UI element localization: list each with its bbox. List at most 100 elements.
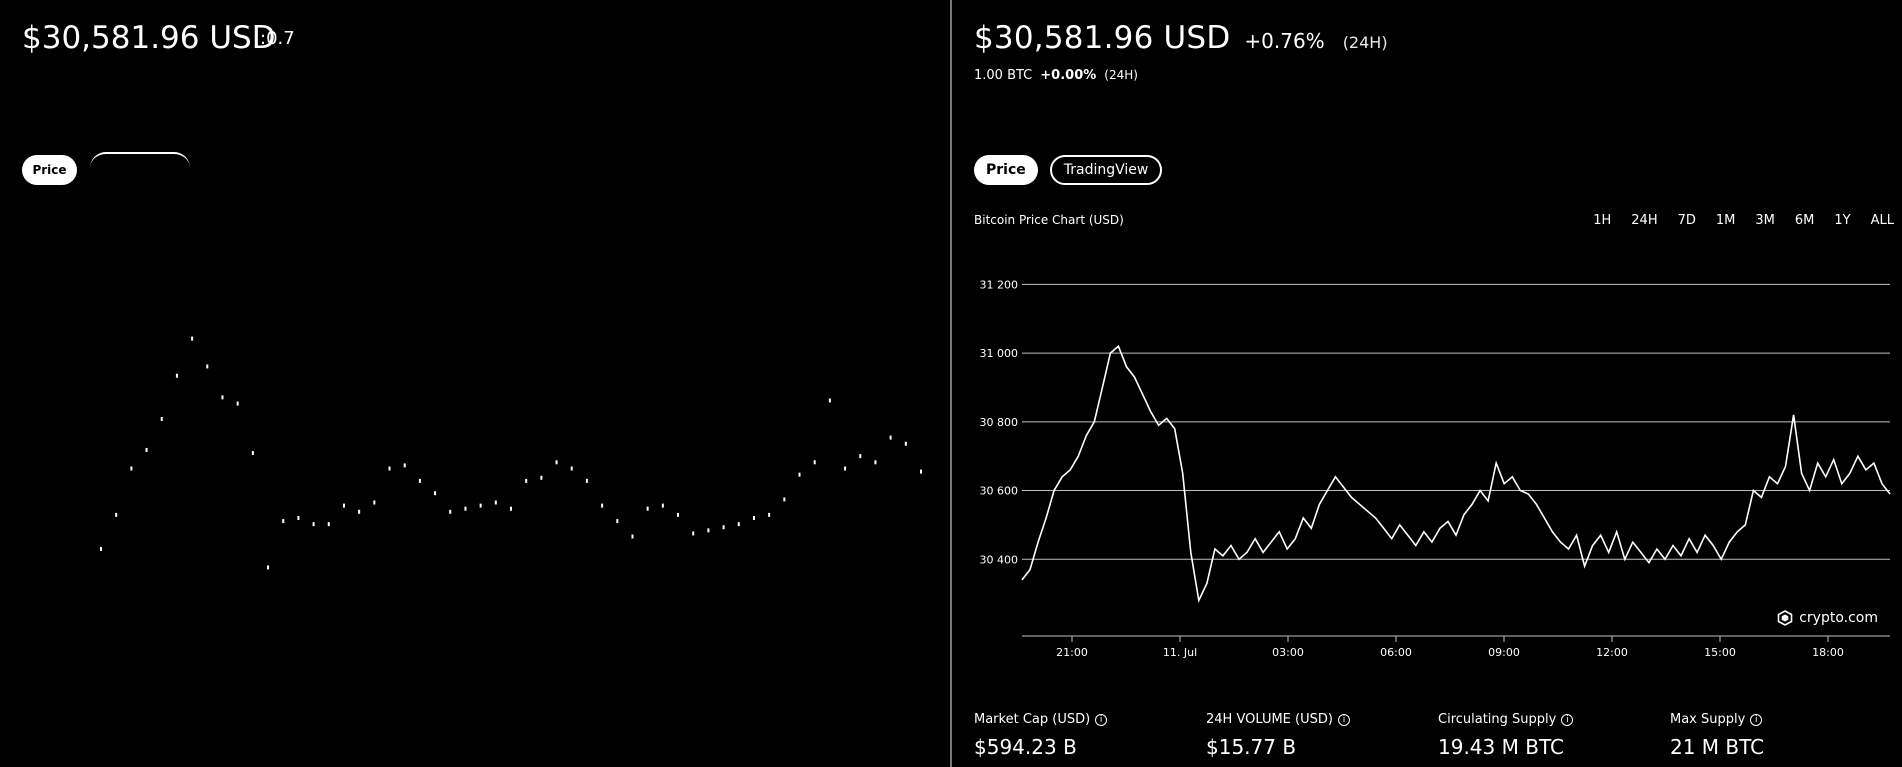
watermark: crypto.com <box>1777 610 1878 626</box>
range-24h[interactable]: 24H <box>1631 213 1658 228</box>
stat-label: Market Cap (USD) <box>974 712 1091 727</box>
stat-max-supply: Max Supply i 21 M BTC <box>1670 712 1902 759</box>
ghost-dot <box>859 454 862 459</box>
ghost-dot <box>904 441 907 446</box>
ghost-dot <box>464 506 467 511</box>
range-1y[interactable]: 1Y <box>1834 213 1851 228</box>
range-all[interactable]: ALL <box>1870 213 1894 228</box>
ghost-dot <box>798 472 801 477</box>
ghost-dot <box>479 503 482 508</box>
ghost-dot <box>403 463 406 468</box>
ghost-dot <box>722 525 725 530</box>
stats-row: Market Cap (USD) i $594.23 B 24H VOLUME (… <box>974 712 1902 759</box>
ghost-dot <box>844 466 847 471</box>
stat-market-cap: Market Cap (USD) i $594.23 B <box>974 712 1206 759</box>
ghost-dot <box>449 509 452 514</box>
y-tick-label: 31 000 <box>980 347 1019 360</box>
ghost-dot <box>115 512 118 517</box>
info-icon[interactable]: i <box>1561 713 1574 726</box>
btc-period: (24H) <box>1104 68 1138 82</box>
x-tick-label: 11. Jul <box>1163 646 1197 659</box>
ghost-dot <box>175 373 178 378</box>
ghost-dot <box>494 500 497 505</box>
ghost-dot <box>510 506 512 511</box>
ghost-dot <box>327 522 330 527</box>
ghost-dot <box>752 515 755 520</box>
ghost-dot <box>418 478 421 483</box>
ghost-price-change: :0.7 <box>260 28 295 49</box>
tab-price[interactable]: Price <box>974 155 1038 185</box>
ghost-dot <box>783 497 786 502</box>
ghost-dot <box>358 509 361 514</box>
series-line <box>1021 344 1891 604</box>
ghost-dot <box>145 447 148 452</box>
stat-label: Circulating Supply <box>1438 712 1557 727</box>
pane-divider <box>950 0 952 767</box>
x-tick-label: 06:00 <box>1380 646 1412 659</box>
x-tick-label: 09:00 <box>1488 646 1520 659</box>
info-icon[interactable]: i <box>1095 713 1108 726</box>
x-tick-label: 21:00 <box>1056 646 1088 659</box>
right-pane: $30,581.96 USD +0.76% (24H) 1.00 BTC +0.… <box>952 0 1902 767</box>
ghost-dot <box>312 522 315 527</box>
btc-change: +0.00% <box>1040 68 1097 83</box>
ghost-dot <box>570 466 573 471</box>
ghost-dot <box>373 500 376 505</box>
ghost-dot <box>342 503 345 508</box>
ghost-dot <box>631 534 634 539</box>
ghost-dot <box>707 528 710 533</box>
ghost-dot <box>297 515 300 520</box>
ghost-dot <box>267 565 270 570</box>
info-icon[interactable]: i <box>1750 713 1763 726</box>
stat-value: $594.23 B <box>974 735 1077 759</box>
ghost-dot <box>160 417 163 422</box>
tab-tradingview[interactable]: TradingView <box>1049 155 1163 185</box>
stat-value: 21 M BTC <box>1670 735 1765 759</box>
ghost-dot <box>889 435 892 440</box>
ghost-dot <box>388 466 391 471</box>
ghost-dot <box>100 546 102 551</box>
y-tick-label: 31 200 <box>980 278 1019 291</box>
ghost-dot <box>206 364 209 369</box>
range-6m[interactable]: 6M <box>1794 213 1815 228</box>
ghost-dot <box>251 451 254 456</box>
crypto-logo-icon <box>1777 610 1793 626</box>
stat-volume: 24H VOLUME (USD) i $15.77 B <box>1206 712 1438 759</box>
ghost-dot <box>236 401 239 406</box>
range-7d[interactable]: 7D <box>1677 213 1696 228</box>
ghost-dot <box>646 506 649 511</box>
stat-label: 24H VOLUME (USD) <box>1206 712 1333 727</box>
info-icon[interactable]: i <box>1337 713 1350 726</box>
ghost-dot <box>874 460 877 465</box>
btc-amount: 1.00 BTC <box>974 68 1033 83</box>
range-3m[interactable]: 3M <box>1755 213 1775 228</box>
ghost-dot <box>661 503 664 508</box>
price-change: +0.76% <box>1244 29 1325 53</box>
watermark-text: crypto.com <box>1799 610 1878 626</box>
price-chart[interactable]: 30 400 30 600 30 800 31 000 31 200 21:00 11. J… <box>952 250 1902 660</box>
ghost-dot <box>737 522 740 527</box>
ghost-dot <box>282 519 285 524</box>
ghost-dot <box>434 491 437 496</box>
ghost-dot <box>677 512 680 517</box>
ghost-price-title: $30,581.96 USD <box>22 20 276 56</box>
x-tick-label: 18:00 <box>1812 646 1844 659</box>
price-value: $30,581.96 USD <box>974 20 1231 56</box>
ghost-dot <box>601 503 604 508</box>
range-1h[interactable]: 1H <box>1593 213 1612 228</box>
range-1m[interactable]: 1M <box>1715 213 1736 228</box>
ghost-dot <box>813 460 816 465</box>
ghost-dot <box>692 531 695 536</box>
stat-circulating-supply: Circulating Supply i 19.43 M BTC <box>1438 712 1670 759</box>
ghost-dot <box>221 395 224 400</box>
ghost-dot <box>920 469 922 474</box>
ghost-dot <box>191 336 194 341</box>
ghost-dot <box>768 512 771 517</box>
stat-value: 19.43 M BTC <box>1438 735 1564 759</box>
chart-title: Bitcoin Price Chart (USD) <box>974 213 1124 227</box>
ghost-tab-price[interactable]: Price <box>22 155 77 185</box>
x-tick-label: 12:00 <box>1596 646 1628 659</box>
price-header: $30,581.96 USD +0.76% (24H) <box>974 20 1388 56</box>
ghost-dot <box>828 398 831 403</box>
ghost-tab-outline[interactable] <box>90 152 190 184</box>
